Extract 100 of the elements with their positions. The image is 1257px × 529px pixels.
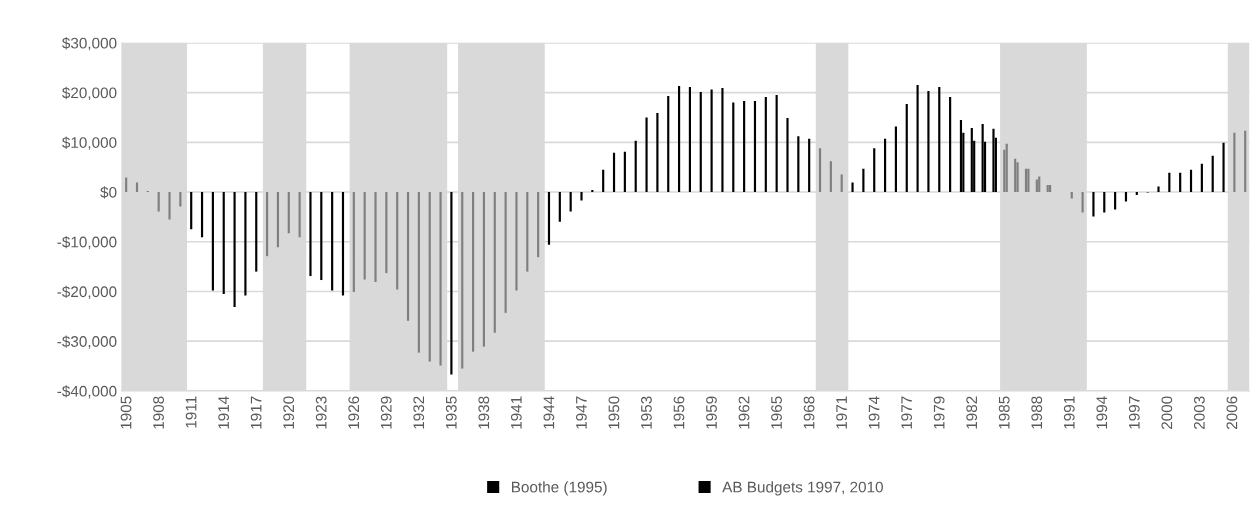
bar [363, 192, 366, 280]
y-tick-label: $30,000 [62, 37, 117, 51]
x-tick-label: 1947 [575, 396, 587, 429]
bar [558, 192, 561, 222]
bar [786, 117, 789, 193]
bar [1103, 192, 1106, 213]
bar [320, 192, 323, 281]
bar [352, 192, 355, 292]
bar [829, 161, 832, 193]
bar [992, 128, 995, 193]
bar [504, 192, 507, 313]
x-tick-label: 2006 [1226, 396, 1238, 430]
bar [916, 85, 919, 193]
bar [493, 192, 496, 333]
bar [482, 192, 486, 347]
bar [645, 117, 648, 193]
bar [211, 192, 214, 291]
bar [222, 192, 225, 294]
x-tick-label: 1929 [380, 396, 392, 429]
y-tick-label: $0 [100, 186, 117, 199]
x-tick-label: 1917 [250, 396, 262, 429]
bar [1092, 192, 1095, 217]
bar [1179, 172, 1182, 193]
bar [927, 91, 930, 193]
bar [547, 192, 551, 245]
x-tick-label: 1968 [803, 396, 815, 429]
bar [417, 192, 420, 353]
bar [732, 102, 735, 193]
bar [276, 192, 280, 248]
x-tick-label: 1997 [1128, 396, 1140, 429]
bar [1233, 132, 1236, 193]
x-tick-label: 1950 [608, 396, 620, 429]
x-tick-label: 1944 [543, 396, 555, 429]
bar [1046, 185, 1049, 193]
bar [959, 119, 963, 193]
bar [797, 136, 800, 193]
x-tick-label: 1932 [413, 396, 425, 429]
bar [949, 97, 952, 193]
bar [634, 140, 637, 193]
bar [125, 177, 128, 193]
bar [385, 192, 388, 274]
bar [1081, 192, 1084, 213]
bar [255, 192, 258, 272]
bar [753, 101, 757, 193]
bar [764, 97, 767, 193]
bar [1211, 155, 1214, 193]
y-tick-label: -$40,000 [57, 385, 117, 399]
x-tick-label: 1953 [641, 396, 652, 429]
bar [244, 192, 247, 296]
bar [894, 126, 897, 193]
x-tick-label: 1962 [738, 396, 750, 429]
x-tick-label: 1908 [153, 396, 164, 429]
bar [1189, 169, 1193, 193]
bar [200, 192, 204, 238]
bar [602, 169, 605, 193]
x-tick-label: 1911 [185, 396, 197, 428]
bar [710, 89, 713, 193]
bar [775, 95, 778, 193]
bar [157, 192, 160, 212]
bar [580, 192, 583, 201]
x-tick-label: 1941 [510, 396, 522, 429]
bar [374, 192, 377, 283]
bar [1157, 186, 1160, 193]
x-tick-label: 1938 [478, 396, 490, 429]
bar [1016, 162, 1019, 193]
bar [331, 192, 334, 291]
bar [1244, 130, 1247, 193]
x-tick-label: 2003 [1193, 396, 1205, 430]
bar [1222, 142, 1225, 193]
bar [569, 192, 572, 212]
x-tick-label: 1965 [771, 396, 782, 429]
bar [428, 192, 431, 362]
x-tick-label: 1935 [445, 396, 457, 429]
bar [168, 192, 171, 220]
bar [743, 101, 746, 193]
bar [396, 192, 399, 290]
y-tick-label: $20,000 [62, 86, 117, 101]
x-tick-label: 1914 [218, 396, 230, 429]
bar [678, 86, 681, 193]
bar [537, 192, 540, 258]
bar [341, 192, 345, 296]
bar [1049, 185, 1052, 193]
bar [1014, 158, 1017, 193]
bar [818, 148, 822, 193]
bar [688, 87, 692, 193]
bar [612, 152, 616, 193]
bar [981, 123, 984, 193]
bar [309, 192, 312, 277]
bar [1135, 192, 1138, 196]
legend-label: Boothe (1995) [512, 481, 607, 496]
bar [1124, 192, 1128, 202]
x-tick-label: 1905 [120, 396, 132, 429]
bar [1024, 168, 1028, 193]
bar [699, 92, 702, 193]
x-tick-label: 2000 [1161, 396, 1173, 430]
y-tick-label: -$10,000 [57, 235, 117, 250]
bar [1168, 172, 1171, 193]
bar [721, 88, 724, 193]
bar [298, 192, 301, 238]
x-tick-label: 1959 [706, 396, 717, 429]
